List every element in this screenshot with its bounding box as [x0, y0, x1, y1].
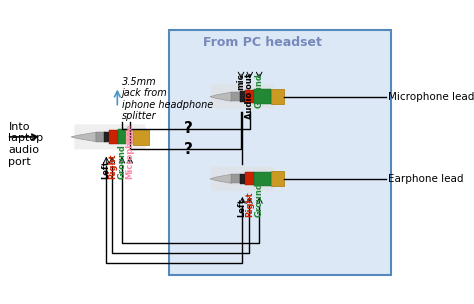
- Bar: [271, 171, 284, 186]
- Text: Ground: Ground: [118, 144, 127, 179]
- Bar: [231, 92, 240, 101]
- FancyBboxPatch shape: [211, 167, 274, 191]
- FancyBboxPatch shape: [74, 124, 146, 150]
- Bar: [109, 130, 118, 143]
- Bar: [271, 89, 284, 104]
- Text: 3.5mm
jack from
iphone headphone
splitter: 3.5mm jack from iphone headphone splitte…: [121, 77, 213, 121]
- Text: Right: Right: [108, 153, 117, 179]
- Text: Left: Left: [237, 198, 246, 216]
- Text: ?: ?: [184, 142, 193, 157]
- Text: Left: Left: [101, 160, 110, 179]
- Bar: [254, 89, 271, 104]
- Bar: [126, 130, 133, 143]
- Text: Microphone lead: Microphone lead: [388, 92, 474, 102]
- Bar: [240, 92, 245, 102]
- Polygon shape: [71, 132, 96, 142]
- Bar: [96, 132, 104, 142]
- Text: Earphone lead: Earphone lead: [388, 174, 464, 184]
- Polygon shape: [210, 92, 231, 101]
- Text: From PC headset: From PC headset: [203, 36, 322, 49]
- Bar: [231, 174, 240, 183]
- Bar: [245, 172, 254, 185]
- Text: mic: mic: [237, 73, 246, 90]
- Text: Ground: Ground: [255, 182, 264, 216]
- Bar: [118, 130, 126, 144]
- Text: Ground: Ground: [255, 73, 264, 108]
- Polygon shape: [210, 174, 231, 183]
- Text: Into
laptop
audio
port: Into laptop audio port: [9, 122, 44, 167]
- FancyBboxPatch shape: [211, 85, 274, 109]
- Bar: [104, 132, 109, 142]
- Bar: [133, 129, 149, 145]
- Bar: [254, 171, 271, 186]
- Bar: [169, 30, 392, 275]
- Bar: [240, 174, 245, 184]
- Bar: [245, 90, 254, 103]
- Text: Microphone: Microphone: [125, 123, 134, 179]
- Text: Audio out: Audio out: [245, 73, 254, 119]
- Text: ?: ?: [184, 121, 193, 136]
- Text: Right: Right: [245, 191, 254, 216]
